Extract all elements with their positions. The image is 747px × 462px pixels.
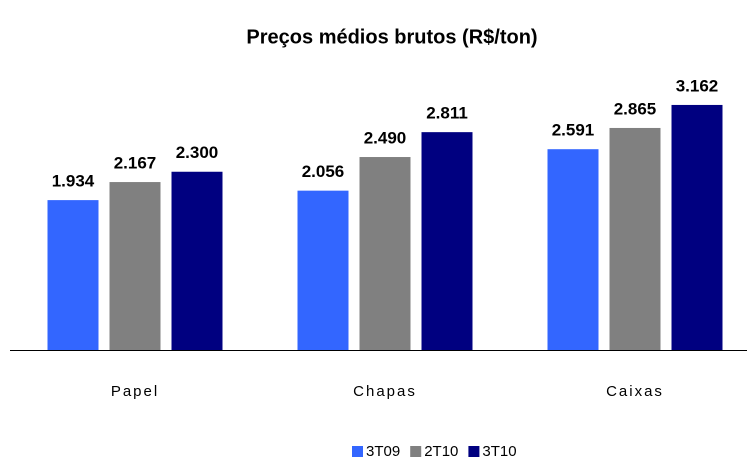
bar	[609, 127, 661, 351]
x-tick-label: Papel	[111, 383, 159, 400]
x-tick-label: Caixas	[606, 383, 664, 400]
legend-label: 3T09	[366, 443, 400, 460]
value-label: 1.934	[52, 172, 95, 191]
value-label: 2.300	[176, 143, 219, 162]
legend-label: 2T10	[424, 443, 458, 460]
chart-title: Preços médios brutos (R$/ton)	[246, 26, 537, 48]
value-label: 2.811	[426, 104, 468, 123]
value-label: 2.490	[364, 129, 407, 148]
legend-label: 3T10	[482, 443, 516, 460]
value-label: 2.865	[614, 99, 657, 118]
bar	[171, 171, 223, 350]
bar	[47, 200, 99, 350]
bar	[421, 132, 473, 350]
value-label: 2.591	[552, 121, 595, 140]
value-label: 2.167	[114, 154, 157, 173]
bar	[297, 190, 349, 350]
legend-swatch	[468, 446, 480, 457]
value-label: 2.056	[302, 162, 345, 181]
legend-swatch	[410, 446, 422, 457]
bar	[547, 149, 599, 350]
legend-swatch	[352, 446, 363, 457]
bar	[109, 182, 161, 350]
bar	[671, 104, 723, 350]
value-label: 3.162	[676, 76, 719, 95]
x-tick-label: Chapas	[353, 383, 417, 400]
bar	[359, 157, 411, 350]
